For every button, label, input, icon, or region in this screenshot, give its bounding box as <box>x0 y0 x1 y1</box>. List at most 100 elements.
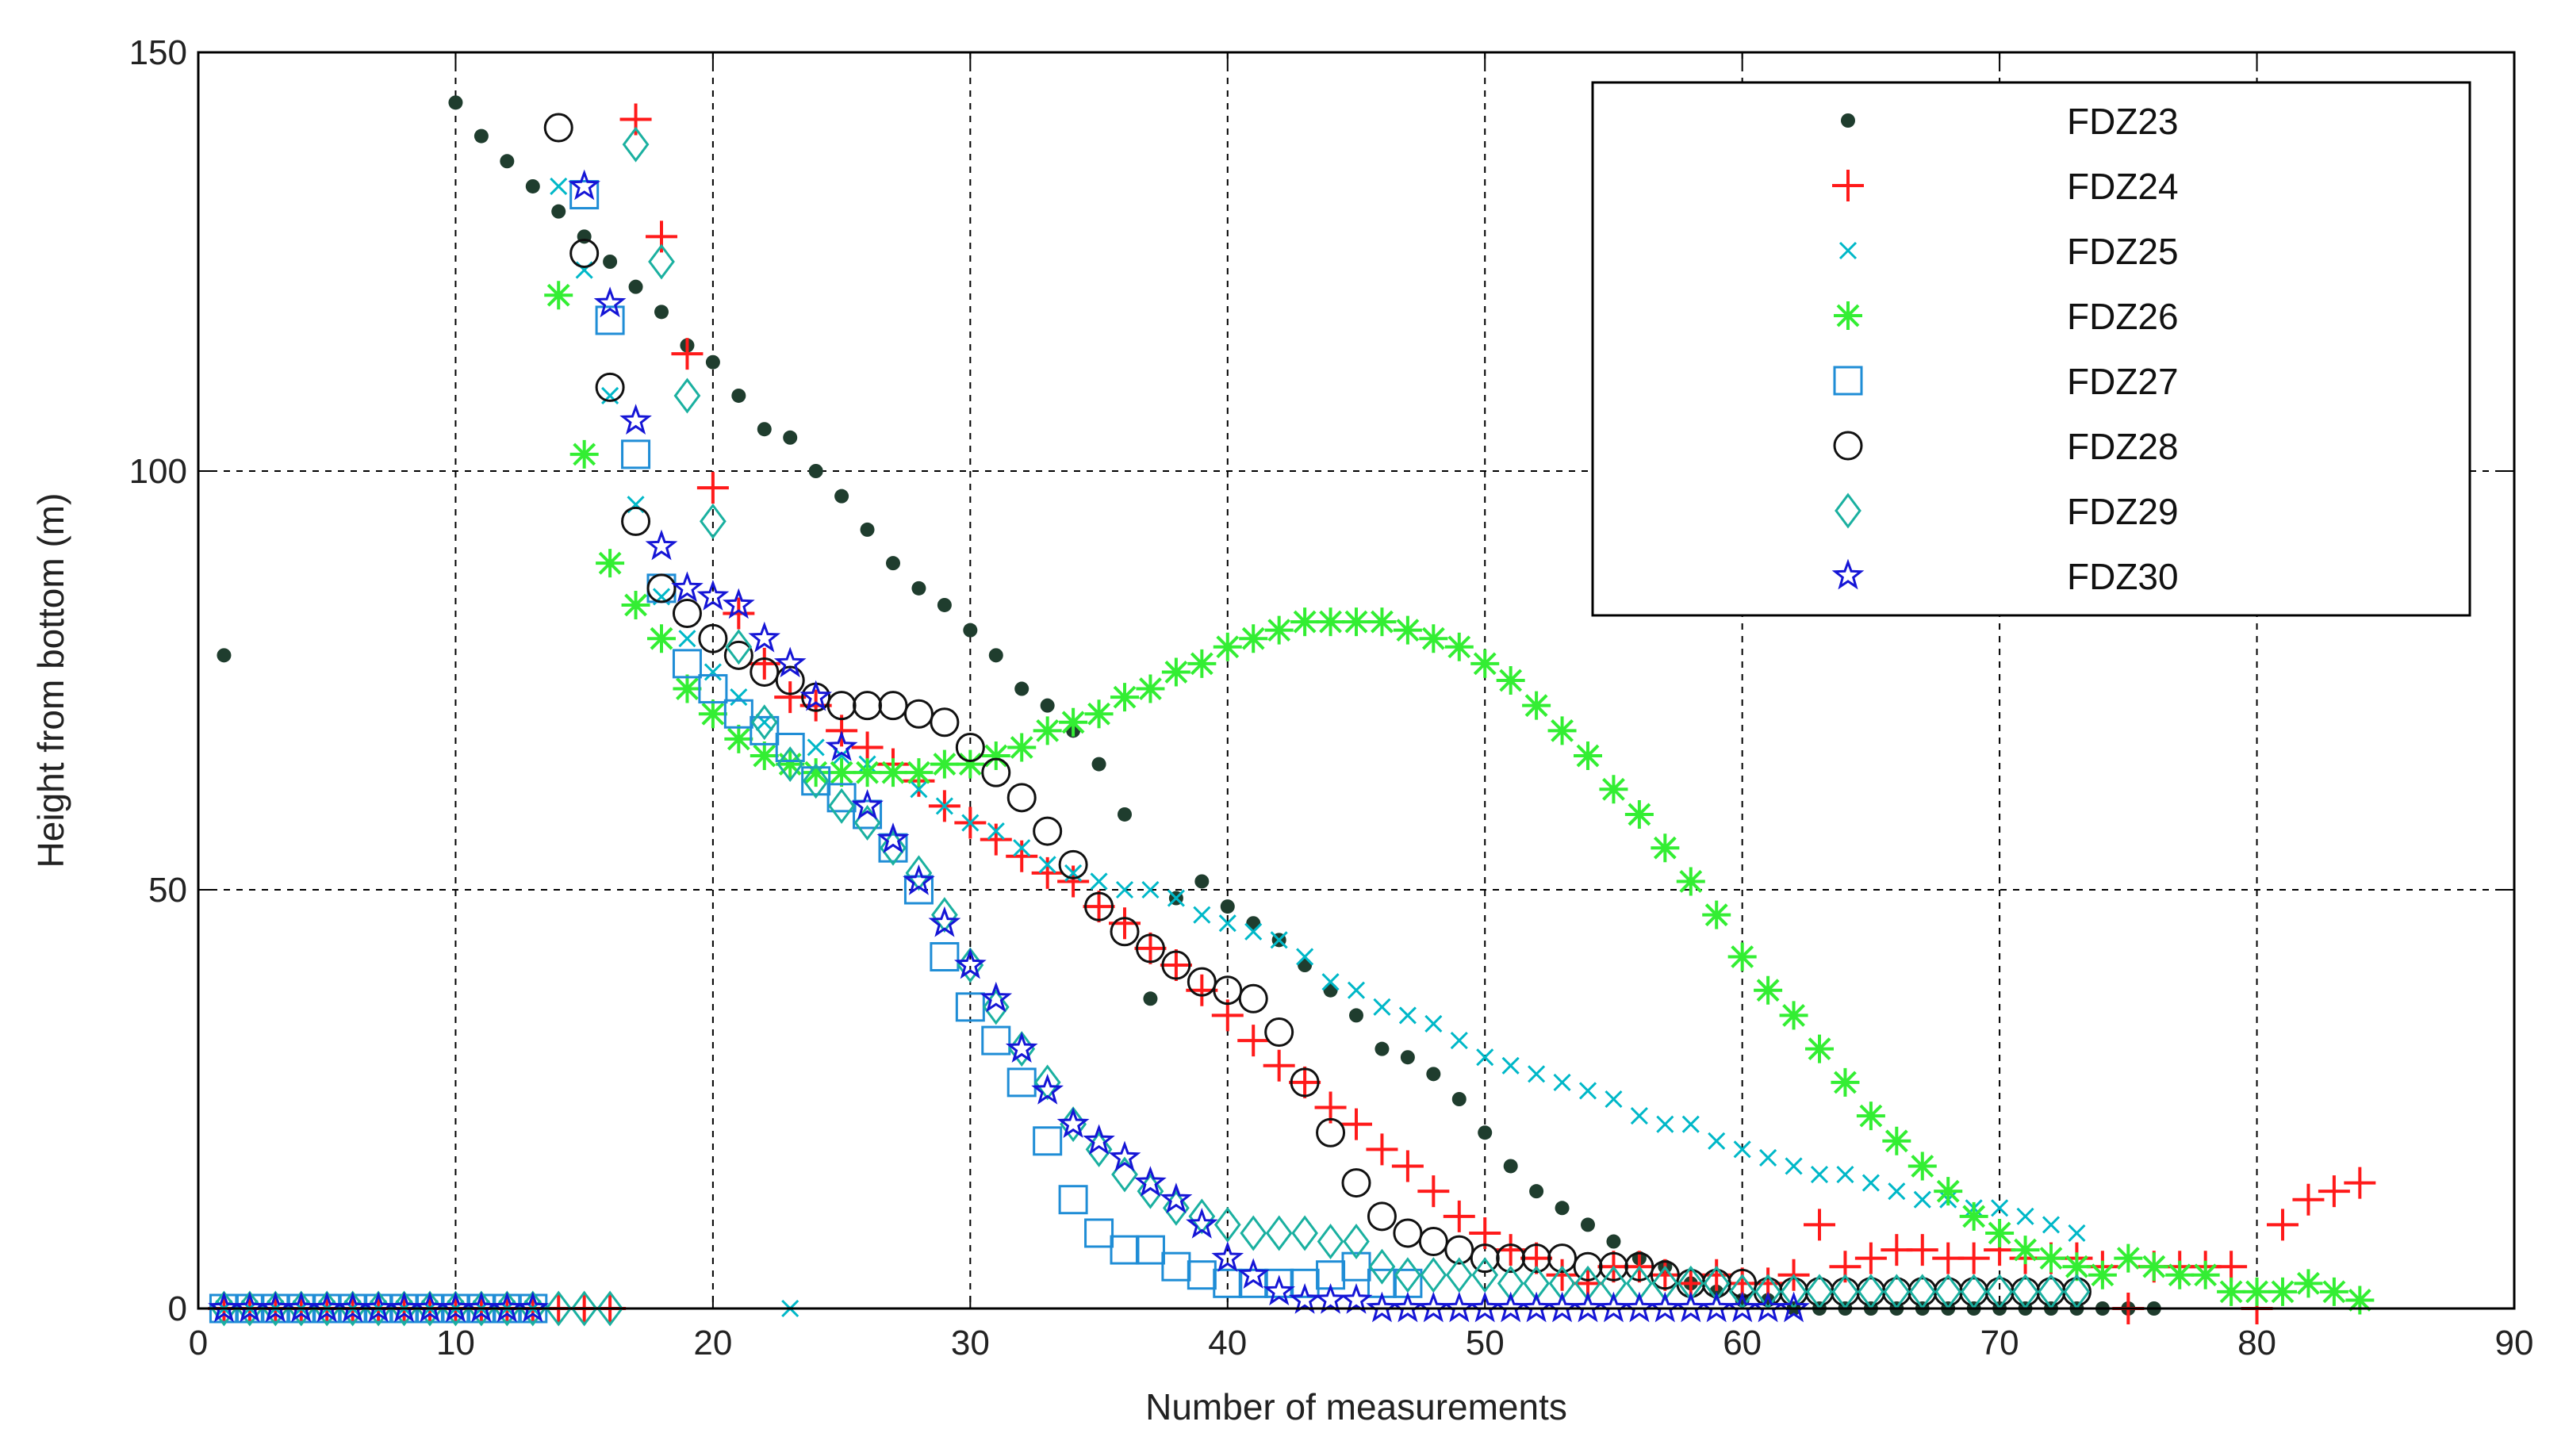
data-point <box>1187 1260 1217 1290</box>
data-point <box>2215 1251 2248 1283</box>
data-point <box>1445 1257 1473 1293</box>
series-fdz26 <box>544 281 2375 1315</box>
data-point <box>1296 948 1314 966</box>
data-point <box>905 855 933 891</box>
data-point <box>1161 657 1190 687</box>
data-point <box>2191 1260 2220 1289</box>
data-point <box>955 732 985 762</box>
data-point <box>1167 889 1185 907</box>
data-point <box>2267 1209 2299 1241</box>
data-point <box>1391 1291 1424 1323</box>
legend-entry: FDZ26 <box>1834 296 2179 337</box>
data-point <box>783 430 798 445</box>
data-point <box>569 238 600 268</box>
data-point <box>362 1291 395 1323</box>
data-point <box>570 1290 598 1327</box>
data-point <box>1624 799 1654 829</box>
data-point <box>474 128 489 144</box>
data-point <box>1244 922 1263 941</box>
data-point <box>1856 1102 1885 1131</box>
data-point <box>448 95 463 110</box>
data-point <box>233 1291 266 1323</box>
data-point <box>1368 1248 1396 1285</box>
legend-label: FDZ29 <box>2067 491 2179 532</box>
data-point <box>1571 1291 1605 1323</box>
data-point <box>1220 899 1235 914</box>
data-point <box>1188 1198 1216 1235</box>
data-point <box>981 1025 1011 1056</box>
data-point <box>2268 1277 2297 1306</box>
data-point <box>1573 1251 1603 1282</box>
data-point <box>1468 1291 1501 1323</box>
data-point <box>1529 1184 1544 1199</box>
data-point <box>827 758 857 787</box>
data-point <box>1005 1032 1038 1063</box>
data-point <box>2242 1277 2272 1306</box>
x-tick-label: 80 <box>2237 1324 2276 1362</box>
data-point <box>1650 1260 1680 1290</box>
data-point <box>723 699 753 729</box>
data-point <box>851 731 884 764</box>
data-point <box>1419 624 1448 653</box>
data-point <box>879 758 907 787</box>
data-point <box>775 665 805 695</box>
data-point <box>731 388 746 403</box>
data-point <box>1478 1125 1493 1140</box>
data-point <box>1057 865 1090 898</box>
x-tick-label: 0 <box>189 1324 208 1362</box>
data-point <box>525 178 540 193</box>
legend-entry: FDZ25 <box>1838 231 2179 272</box>
data-point <box>2088 1260 2117 1289</box>
data-point <box>723 588 755 619</box>
data-point <box>1007 733 1037 762</box>
legend-label: FDZ25 <box>2067 231 2179 272</box>
data-point <box>2016 1207 2034 1225</box>
data-point <box>853 799 883 830</box>
x-tick-label: 10 <box>436 1324 475 1362</box>
legend-entry: FDZ27 <box>1833 361 2179 402</box>
data-point <box>1265 1215 1293 1251</box>
legend-marker <box>1834 301 1862 330</box>
data-point <box>1193 906 1211 924</box>
data-point <box>723 640 753 670</box>
data-point <box>2068 1224 2086 1243</box>
data-point <box>2319 1277 2348 1306</box>
data-point <box>980 823 1012 856</box>
data-point <box>853 758 882 787</box>
data-point <box>1141 880 1160 899</box>
data-point <box>1290 607 1320 637</box>
data-point <box>1115 880 1134 899</box>
data-point <box>1316 607 1345 637</box>
data-point <box>595 372 625 402</box>
data-point <box>1213 632 1242 661</box>
data-point <box>1476 1048 1494 1067</box>
data-point <box>1651 833 1680 863</box>
data-point <box>1270 931 1288 949</box>
data-point <box>336 1291 369 1323</box>
data-point <box>987 822 1005 841</box>
data-point <box>1161 1251 1191 1282</box>
data-point <box>1907 1151 1937 1181</box>
data-point <box>621 439 651 469</box>
data-point <box>1677 1265 1704 1301</box>
data-point <box>1239 624 1268 653</box>
data-point <box>801 766 831 796</box>
data-point <box>1367 607 1397 637</box>
data-point <box>698 623 728 653</box>
data-point <box>825 730 858 761</box>
data-point <box>1417 1291 1450 1323</box>
data-point <box>1934 1177 1963 1206</box>
data-point <box>1553 1073 1571 1091</box>
data-point <box>2318 1175 2350 1208</box>
data-point <box>1083 1124 1115 1155</box>
data-point <box>1528 1065 1546 1083</box>
data-point <box>801 758 830 787</box>
data-point <box>1134 1166 1167 1197</box>
data-point <box>569 439 599 469</box>
data-point <box>500 154 515 169</box>
data-point <box>981 741 1010 771</box>
legend: FDZ23 FDZ24 FDZ25 FDZ26 FDZ27 FDZ28 FDZ29 FDZ30 <box>1591 81 2471 617</box>
data-point <box>1546 1291 1578 1323</box>
data-point <box>1785 1157 1803 1175</box>
